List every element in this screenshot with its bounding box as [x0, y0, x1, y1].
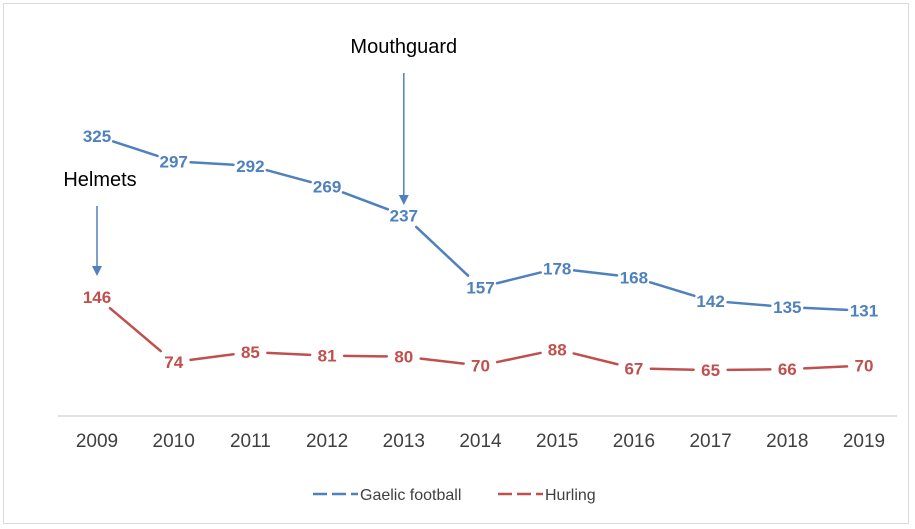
- x-tick-label: 2009: [76, 431, 118, 452]
- series-0-segment: [803, 306, 849, 312]
- data-label: 131: [850, 302, 878, 321]
- series-1-segment: [419, 357, 465, 365]
- series-0-segment: [414, 225, 470, 277]
- series-0-segment: [495, 271, 542, 285]
- data-label: 66: [778, 360, 797, 379]
- data-label: 80: [394, 348, 413, 367]
- x-tick-labels: 2009 2010 2011 2012 2013 2014 2015 2016 2017 2018…: [76, 431, 885, 452]
- data-label: 81: [318, 347, 337, 366]
- series-1-segment: [189, 353, 235, 362]
- legend-label: Gaelic football: [360, 487, 461, 504]
- data-label: 292: [236, 157, 264, 176]
- data-label: 325: [83, 127, 111, 146]
- data-label: 168: [620, 268, 648, 287]
- legend-item-0: Gaelic football: [313, 487, 461, 504]
- data-label: 146: [83, 288, 111, 307]
- data-label: 178: [543, 259, 571, 278]
- series-0-segment: [726, 300, 772, 307]
- annotations: Helmets Mouthguard: [63, 36, 457, 276]
- data-label: 135: [773, 298, 801, 317]
- legend: Gaelic football Hurling: [313, 487, 596, 504]
- x-tick-label: 2013: [383, 431, 425, 452]
- data-label: 142: [696, 292, 724, 311]
- data-label: 67: [624, 359, 643, 378]
- x-tick-label: 2011: [230, 431, 271, 452]
- series-0: 325 297 292 269 237 157 178 168 142 135 131: [83, 127, 878, 321]
- x-tick-label: 2010: [153, 431, 195, 452]
- x-tick-label: 2016: [613, 431, 655, 452]
- data-label: 74: [164, 353, 183, 372]
- data-label: 269: [313, 178, 341, 197]
- x-tick-label: 2017: [689, 431, 731, 452]
- series-0-segment: [111, 140, 159, 158]
- data-label: 157: [466, 278, 494, 297]
- x-tick-label: 2018: [766, 431, 808, 452]
- series-0-segment: [189, 161, 235, 167]
- series-layer: 325 297 292 269 237 157 178 168 142 135 131 146 74 85…: [83, 127, 878, 380]
- annotation-label: Helmets: [63, 169, 136, 191]
- series-1-segment: [803, 365, 849, 370]
- series-1-segment: [495, 351, 542, 364]
- x-tick-label: 2015: [536, 431, 578, 452]
- series-1-segment: [649, 367, 695, 371]
- data-label: 70: [471, 357, 490, 376]
- series-1-segment: [726, 368, 772, 372]
- data-label: 70: [855, 357, 874, 376]
- series-0-segment: [572, 269, 619, 277]
- series-1-segment: [572, 352, 619, 366]
- series-0-segment: [648, 281, 696, 298]
- series-1-segment: [108, 306, 162, 353]
- x-tick-label: 2019: [843, 431, 885, 452]
- data-label: 88: [548, 340, 567, 359]
- data-label: 65: [701, 361, 720, 380]
- data-label: 297: [160, 152, 188, 171]
- data-label: 85: [241, 343, 260, 362]
- annotation-label: Mouthguard: [350, 36, 457, 58]
- data-label: 237: [390, 206, 418, 225]
- series-0-segment: [341, 191, 390, 211]
- legend-label: Hurling: [545, 487, 596, 504]
- x-tick-label: 2012: [306, 431, 348, 452]
- series-0-segment: [265, 168, 312, 184]
- legend-item-1: Hurling: [498, 487, 596, 504]
- series-1-segment: [266, 351, 312, 357]
- series-1-segment: [342, 354, 389, 358]
- x-tick-label: 2014: [459, 431, 502, 452]
- series-1: 146 74 85 81 80 70 88 67 65 66 70: [83, 288, 874, 380]
